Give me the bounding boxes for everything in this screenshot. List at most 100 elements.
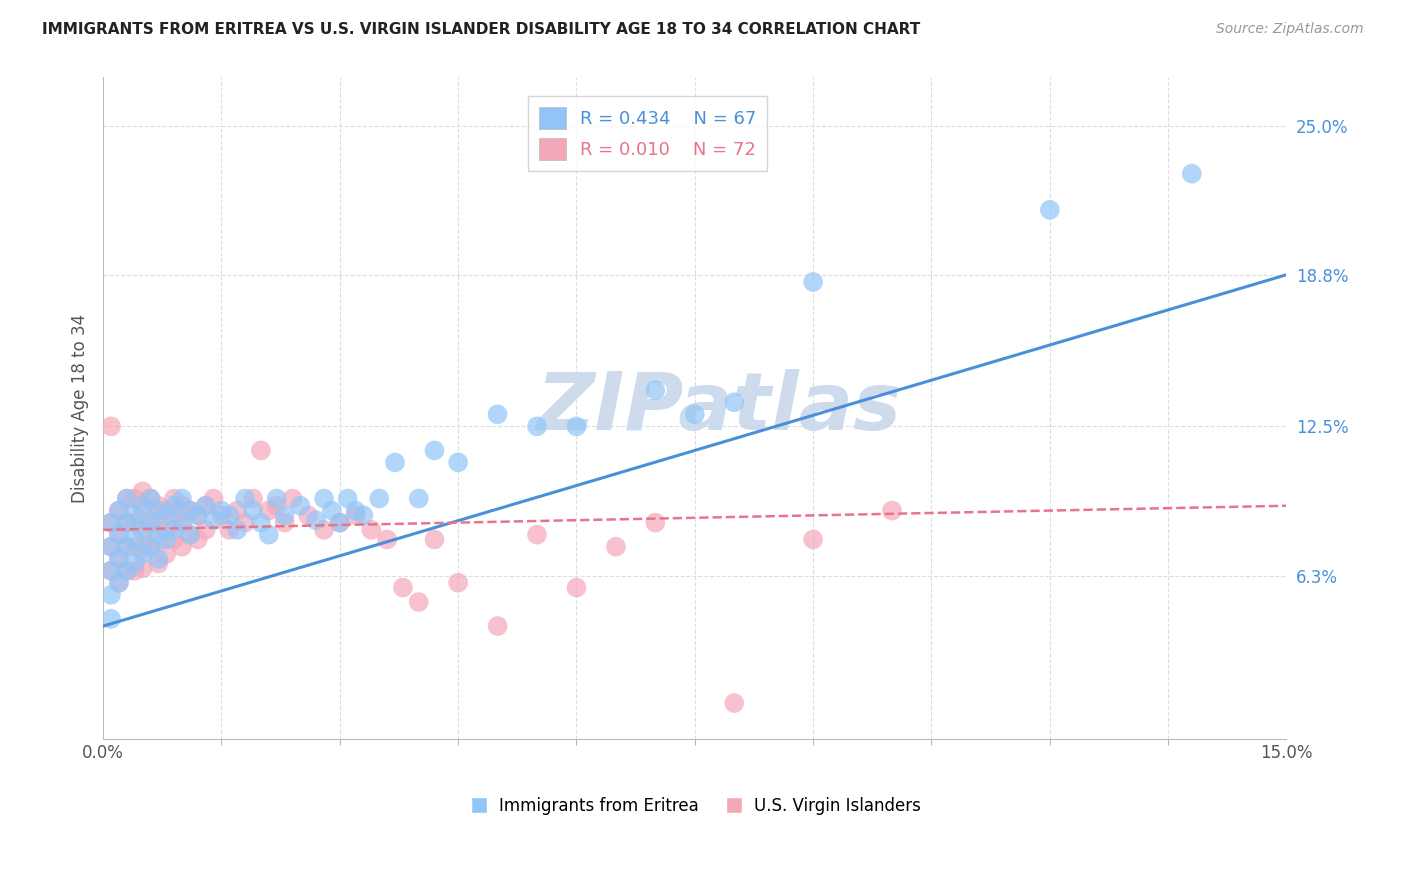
Point xyxy=(124,508,146,523)
Point xyxy=(266,491,288,506)
Point xyxy=(526,419,548,434)
Point xyxy=(115,491,138,506)
Point xyxy=(108,527,131,541)
Point xyxy=(447,455,470,469)
Point xyxy=(423,443,446,458)
Point xyxy=(179,503,201,517)
Point xyxy=(148,557,170,571)
Point xyxy=(131,547,153,561)
Point xyxy=(108,527,131,541)
Point xyxy=(226,503,249,517)
Point xyxy=(290,499,312,513)
Point xyxy=(124,516,146,530)
Point xyxy=(170,516,193,530)
Point xyxy=(163,523,186,537)
Point xyxy=(312,523,335,537)
Point xyxy=(108,503,131,517)
Point xyxy=(605,540,627,554)
Point xyxy=(194,499,217,513)
Point xyxy=(124,533,146,547)
Point xyxy=(565,581,588,595)
Point xyxy=(139,491,162,506)
Point xyxy=(148,551,170,566)
Point xyxy=(124,564,146,578)
Point xyxy=(336,491,359,506)
Point xyxy=(242,491,264,506)
Point xyxy=(250,516,273,530)
Point xyxy=(108,575,131,590)
Point xyxy=(131,523,153,537)
Legend: Immigrants from Eritrea, U.S. Virgin Islanders: Immigrants from Eritrea, U.S. Virgin Isl… xyxy=(463,790,928,822)
Point xyxy=(148,499,170,513)
Point xyxy=(115,540,138,554)
Point xyxy=(179,527,201,541)
Point xyxy=(108,575,131,590)
Point xyxy=(155,533,177,547)
Point xyxy=(139,540,162,554)
Point xyxy=(124,557,146,571)
Point xyxy=(321,503,343,517)
Point xyxy=(163,491,186,506)
Point xyxy=(115,516,138,530)
Point xyxy=(163,533,186,547)
Point xyxy=(100,419,122,434)
Point xyxy=(233,491,256,506)
Point xyxy=(423,533,446,547)
Point xyxy=(115,564,138,578)
Point xyxy=(408,595,430,609)
Point xyxy=(170,499,193,513)
Point xyxy=(187,508,209,523)
Point xyxy=(375,533,398,547)
Point xyxy=(139,491,162,506)
Point xyxy=(683,407,706,421)
Point xyxy=(526,527,548,541)
Point xyxy=(131,542,153,557)
Point xyxy=(226,523,249,537)
Point xyxy=(644,516,666,530)
Point xyxy=(179,527,201,541)
Point xyxy=(108,503,131,517)
Point xyxy=(163,499,186,513)
Point xyxy=(202,513,225,527)
Point xyxy=(100,540,122,554)
Point xyxy=(218,508,240,523)
Point xyxy=(312,491,335,506)
Point xyxy=(202,491,225,506)
Point xyxy=(148,503,170,517)
Point xyxy=(170,516,193,530)
Point xyxy=(211,503,233,517)
Point xyxy=(131,561,153,575)
Point xyxy=(155,503,177,517)
Point xyxy=(447,575,470,590)
Point xyxy=(218,523,240,537)
Point xyxy=(360,523,382,537)
Point xyxy=(344,503,367,517)
Point xyxy=(281,491,304,506)
Point xyxy=(148,533,170,547)
Point xyxy=(115,491,138,506)
Point xyxy=(194,499,217,513)
Point xyxy=(100,612,122,626)
Point xyxy=(368,491,391,506)
Point xyxy=(163,508,186,523)
Point xyxy=(273,516,295,530)
Point xyxy=(100,516,122,530)
Point xyxy=(1181,167,1204,181)
Point xyxy=(115,540,138,554)
Point xyxy=(100,564,122,578)
Point xyxy=(644,384,666,398)
Point xyxy=(139,516,162,530)
Point xyxy=(179,503,201,517)
Point xyxy=(305,513,328,527)
Point xyxy=(139,540,162,554)
Point xyxy=(801,275,824,289)
Point xyxy=(131,503,153,517)
Point xyxy=(329,516,352,530)
Point xyxy=(408,491,430,506)
Point xyxy=(266,499,288,513)
Point xyxy=(1039,202,1062,217)
Point xyxy=(115,516,138,530)
Text: Source: ZipAtlas.com: Source: ZipAtlas.com xyxy=(1216,22,1364,37)
Point xyxy=(273,508,295,523)
Point xyxy=(329,516,352,530)
